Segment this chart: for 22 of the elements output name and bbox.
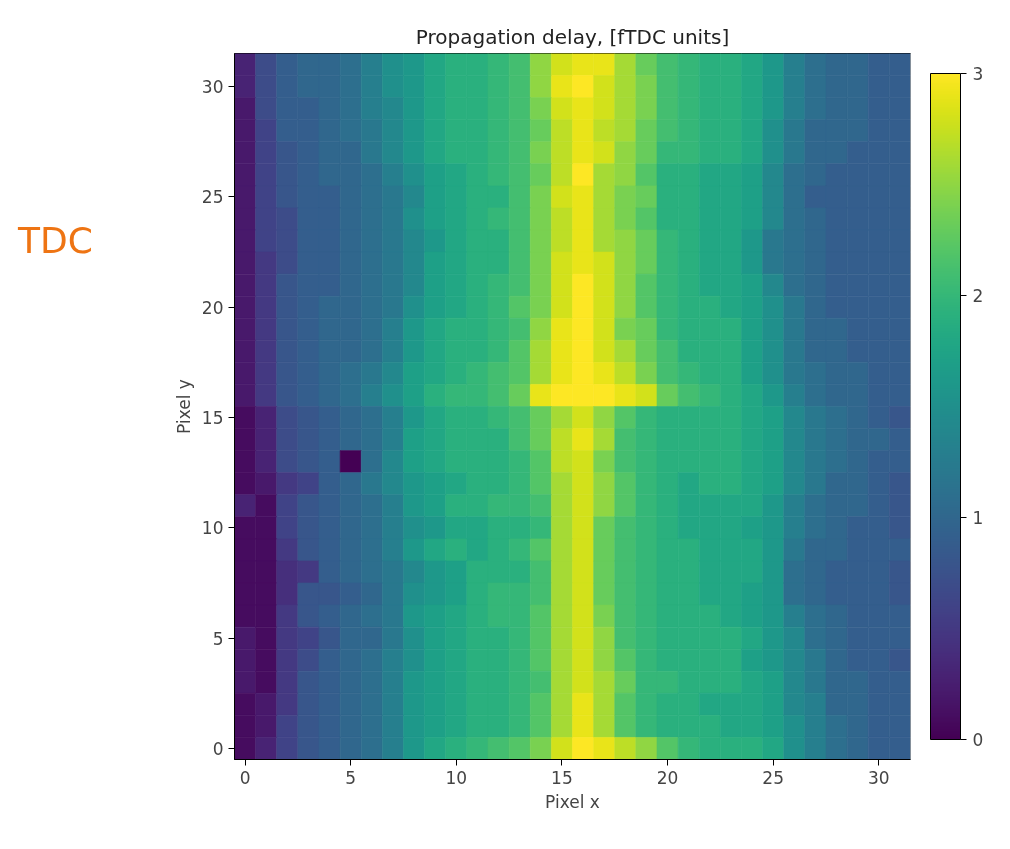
y-tick-label: 0: [212, 738, 224, 759]
color-bar-label: 2: [972, 286, 984, 306]
y-tick-label: 10: [201, 518, 224, 539]
x-tick-label: 25: [762, 767, 785, 788]
x-tick-label: 10: [445, 767, 468, 788]
y-tick-label: 15: [201, 408, 224, 429]
y-tick-label: 30: [201, 77, 224, 98]
text: TDC: [18, 219, 93, 263]
x-axis-title: Pixel x: [545, 791, 600, 812]
x-tick-label: 15: [551, 767, 573, 788]
color-bar-label: 1: [972, 508, 984, 528]
x-tick-label: 30: [868, 767, 890, 788]
x-tick-label: 0: [239, 767, 251, 788]
x-tick-label: 5: [345, 767, 357, 788]
y-tick-label: 5: [212, 628, 224, 649]
y-tick-label: 20: [201, 297, 224, 318]
chart-title: Propagation delay, [fTDC units]: [415, 24, 730, 49]
color-bar-label: 0: [972, 730, 984, 750]
color-bar-label: 3: [972, 64, 984, 84]
y-axis-title: Pixel y: [173, 379, 194, 434]
y-tick-label: 25: [201, 187, 224, 208]
x-tick-label: 20: [656, 767, 679, 788]
